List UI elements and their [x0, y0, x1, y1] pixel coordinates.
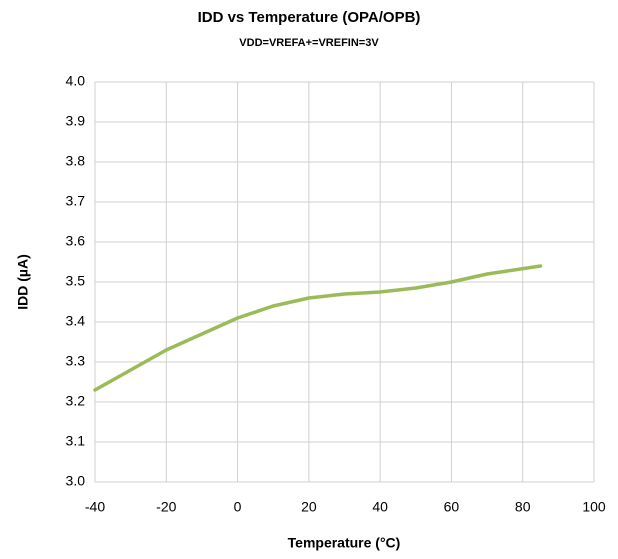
x-tick-label: 20: [301, 499, 317, 515]
x-tick-label: 40: [372, 499, 388, 515]
chart-subtitle: VDD=VREFA+=VREFIN=3V: [239, 37, 379, 49]
chart-title: IDD vs Temperature (OPA/OPB): [198, 9, 421, 26]
y-tick-label: 3.4: [66, 313, 86, 329]
x-tick-label: 80: [515, 499, 531, 515]
x-tick-label: -40: [85, 499, 105, 515]
data-line: [93, 264, 543, 392]
y-tick-label: 3.9: [66, 113, 86, 129]
y-tick-label: 3.8: [66, 153, 86, 169]
y-tick-label: 3.0: [66, 473, 86, 489]
y-tick-label: 3.6: [66, 233, 86, 249]
x-tick-label: 0: [234, 499, 242, 515]
y-axis-label: IDD (µA): [15, 254, 31, 310]
y-tick-label: 3.7: [66, 193, 86, 209]
x-tick-label: -20: [156, 499, 176, 515]
y-tick-label: 3.1: [66, 433, 86, 449]
x-tick-label: 100: [582, 499, 606, 515]
y-tick-label: 3.5: [66, 273, 86, 289]
x-tick-label: 60: [444, 499, 460, 515]
y-tick-label: 3.3: [66, 353, 86, 369]
y-tick-label: 3.2: [66, 393, 86, 409]
y-tick-label: 4.0: [66, 73, 86, 89]
x-axis-label: Temperature (°C): [288, 535, 401, 551]
